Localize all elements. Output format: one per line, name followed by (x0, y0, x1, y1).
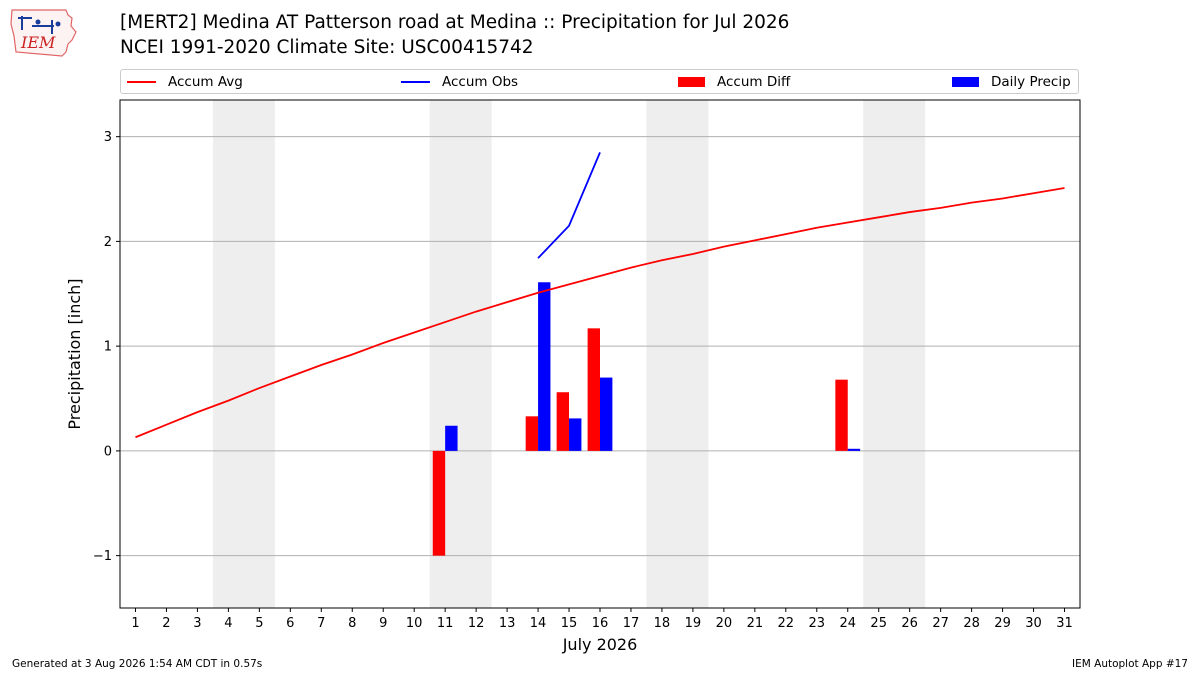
x-tick-label: 15 (561, 616, 578, 631)
x-tick-label: 2 (162, 616, 170, 631)
iem-logo: IEM (8, 6, 80, 62)
x-tick-label: 26 (901, 616, 918, 631)
x-tick-label: 20 (716, 616, 733, 631)
weekend-shade-3 (646, 100, 709, 608)
x-tick-label: 23 (809, 616, 826, 631)
legend-label-accum-diff: Accum Diff (717, 74, 791, 90)
legend-item-accum-obs: Accum Obs (401, 73, 518, 91)
line-accum-avg (135, 187, 1065, 439)
bars-layer (432, 282, 861, 556)
legend-swatch-accum-diff (678, 77, 705, 87)
footer-app-text: IEM Autoplot App #17 (1072, 658, 1188, 670)
bar-daily-precip (538, 282, 551, 451)
y-axis-label: Precipitation [inch] (65, 278, 84, 429)
legend-item-accum-avg: Accum Avg (127, 73, 243, 91)
legend-label-accum-avg: Accum Avg (168, 74, 243, 90)
x-tick-label: 19 (685, 616, 702, 631)
x-tick-label: 11 (437, 616, 454, 631)
x-tick-label: 18 (654, 616, 671, 631)
x-tick-label: 24 (839, 616, 856, 631)
x-axis-label: July 2026 (562, 635, 638, 654)
x-tick-label: 30 (1025, 616, 1042, 631)
lines-layer (135, 152, 1065, 439)
y-tick-label: 1 (104, 340, 112, 355)
logo-text: IEM (20, 33, 56, 52)
x-tick-label: 5 (255, 616, 263, 631)
x-tick-label: 8 (348, 616, 356, 631)
x-tick-label: 16 (592, 616, 609, 631)
x-tick-label: 25 (870, 616, 887, 631)
bar-daily-precip (569, 418, 582, 451)
x-tick-label: 9 (379, 616, 387, 631)
weekend-shade-1 (212, 100, 275, 608)
y-tick-label: 0 (104, 444, 112, 459)
y-tick-label: −1 (93, 549, 112, 564)
x-tick-label: 12 (468, 616, 485, 631)
x-tick-label: 27 (932, 616, 949, 631)
x-tick-label: 22 (778, 616, 795, 631)
bar-accum-diff (432, 450, 446, 556)
chart-title: [MERT2] Medina AT Patterson road at Medi… (120, 12, 790, 33)
bar-accum-diff (556, 392, 570, 451)
bar-accum-diff (835, 379, 848, 451)
bar-daily-precip (445, 425, 458, 451)
x-tick-label: 3 (193, 616, 201, 631)
x-tick-label: 29 (994, 616, 1011, 631)
chart-subtitle: NCEI 1991-2020 Climate Site: USC00415742 (120, 37, 534, 58)
legend-swatch-accum-obs (401, 81, 430, 83)
footer-generated-text: Generated at 3 Aug 2026 1:54 AM CDT in 0… (12, 658, 263, 670)
bar-daily-precip (600, 377, 613, 451)
x-tick-label: 21 (747, 616, 764, 631)
x-tick-label: 14 (530, 616, 547, 631)
y-tick-label: 2 (104, 235, 112, 250)
x-tick-label: 1 (131, 616, 139, 631)
x-tick-label: 10 (406, 616, 423, 631)
bar-accum-diff (525, 416, 539, 451)
y-tick-label: 3 (104, 130, 112, 145)
weekend-shade-4 (863, 100, 926, 608)
legend-label-accum-obs: Accum Obs (442, 74, 519, 90)
chart-legend: Accum Avg Accum Obs Accum Diff Daily Pre… (120, 69, 1079, 94)
legend-item-daily-precip: Daily Precip (952, 73, 1071, 91)
x-tick-label: 28 (963, 616, 980, 631)
x-tick-label: 17 (623, 616, 640, 631)
x-tick-label: 31 (1056, 616, 1073, 631)
legend-label-daily-precip: Daily Precip (991, 74, 1071, 90)
bar-accum-diff (587, 328, 600, 451)
iem-logo-graphic: IEM (10, 9, 77, 57)
bar-daily-precip (847, 448, 861, 451)
x-tick-label: 7 (317, 616, 325, 631)
x-tick-label: 4 (224, 616, 232, 631)
weekend-shading-layer (212, 100, 926, 608)
x-tick-label: 6 (286, 616, 294, 631)
legend-swatch-daily-precip (952, 77, 979, 87)
x-tick-label: 13 (499, 616, 516, 631)
legend-item-accum-diff: Accum Diff (678, 73, 790, 91)
legend-swatch-accum-avg (127, 81, 156, 83)
line-accum-obs (537, 152, 601, 259)
